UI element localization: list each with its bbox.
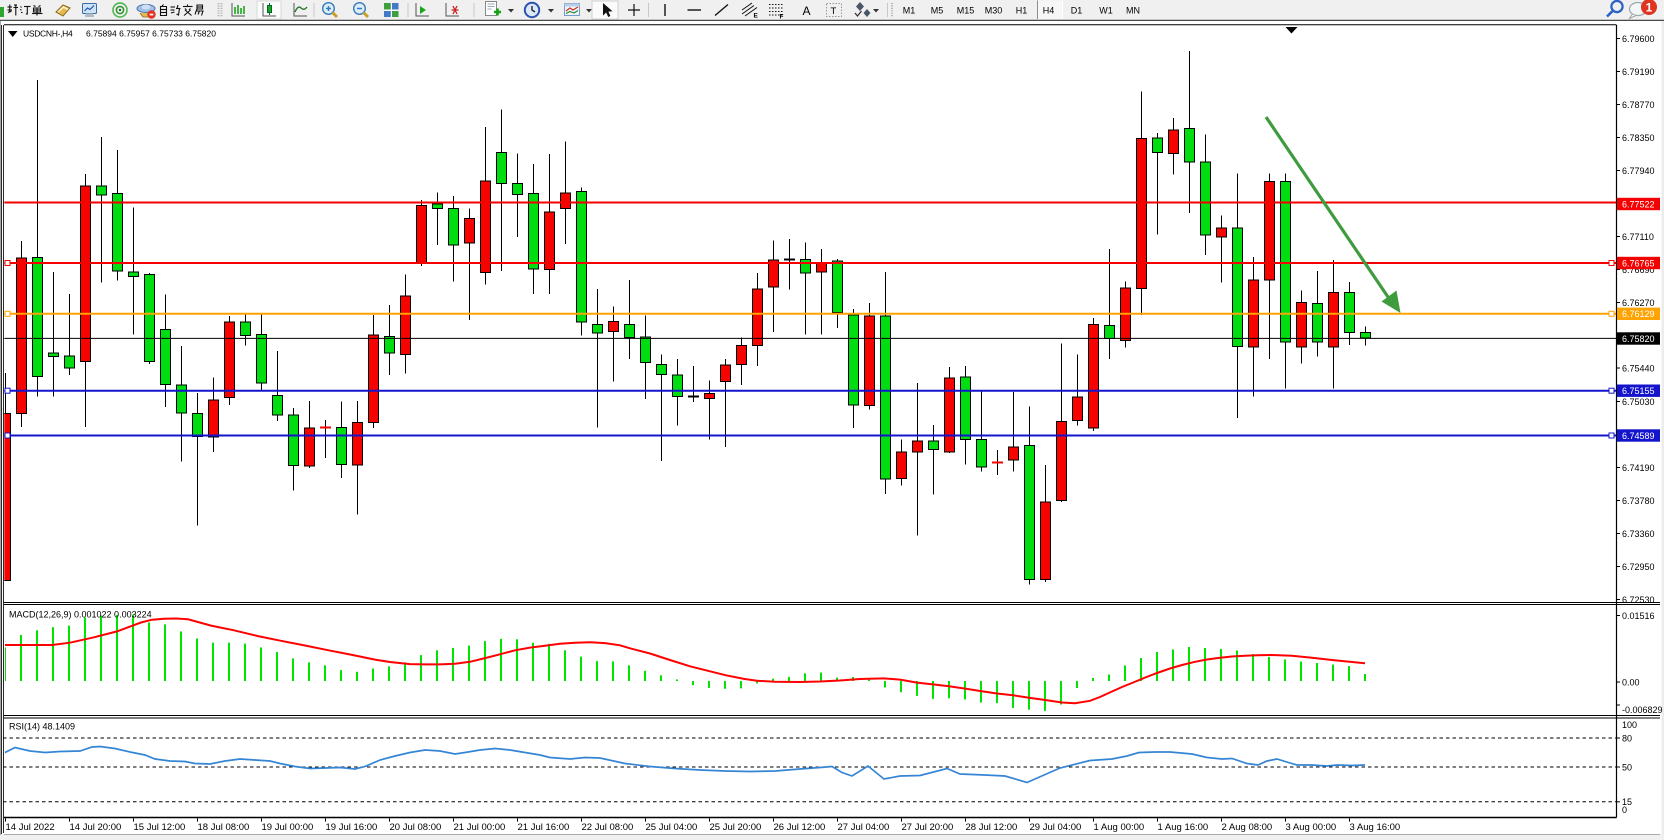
svg-text:6.76765: 6.76765 [1622,258,1655,268]
svg-text:18 Jul 08:00: 18 Jul 08:00 [198,822,250,833]
svg-text:27 Jul 04:00: 27 Jul 04:00 [838,822,890,833]
svg-text:6.76129: 6.76129 [1622,309,1655,319]
svg-text:6.75820: 6.75820 [1622,334,1655,344]
svg-text:6.75894 6.75957 6.75733 6.7582: 6.75894 6.75957 6.75733 6.75820 [86,29,216,39]
svg-text:MACD(12,26,9) 0.001022 0.00322: MACD(12,26,9) 0.001022 0.003224 [9,610,152,620]
svg-text:W1: W1 [1099,6,1113,16]
svg-text:6.77522: 6.77522 [1622,199,1655,209]
svg-text:6.77940: 6.77940 [1622,166,1655,176]
svg-text:6.76270: 6.76270 [1622,298,1655,308]
svg-text:14 Jul 2022: 14 Jul 2022 [6,822,55,833]
svg-text:H4: H4 [1043,6,1055,16]
svg-text:E: E [754,13,759,20]
svg-text:14 Jul 20:00: 14 Jul 20:00 [70,822,122,833]
svg-text:6.75030: 6.75030 [1622,397,1655,407]
svg-text:6.73360: 6.73360 [1622,529,1655,539]
svg-text:6.73780: 6.73780 [1622,496,1655,506]
svg-text:6.79190: 6.79190 [1622,67,1655,77]
svg-text:1 Aug 00:00: 1 Aug 00:00 [1094,822,1145,833]
svg-text:A: A [802,4,810,18]
svg-text:50: 50 [1622,762,1632,772]
svg-text:0.00: 0.00 [1622,677,1640,687]
svg-text:15 Jul 12:00: 15 Jul 12:00 [134,822,186,833]
svg-text:6.74190: 6.74190 [1622,463,1655,473]
svg-text:19 Jul 00:00: 19 Jul 00:00 [262,822,314,833]
svg-text:0.01516: 0.01516 [1622,611,1655,621]
svg-text:1: 1 [1646,1,1653,15]
svg-text:6.78770: 6.78770 [1622,100,1655,110]
svg-text:25 Jul 04:00: 25 Jul 04:00 [646,822,698,833]
svg-text:D1: D1 [1071,6,1083,16]
svg-text:80: 80 [1622,733,1632,743]
svg-text:6.75155: 6.75155 [1622,386,1655,396]
svg-text:M15: M15 [957,6,975,16]
svg-text:6.72530: 6.72530 [1622,595,1655,605]
svg-text:6.74589: 6.74589 [1622,431,1655,441]
svg-text:USDCNH-,H4: USDCNH-,H4 [23,29,73,39]
svg-text:M5: M5 [931,6,944,16]
svg-text:27 Jul 20:00: 27 Jul 20:00 [902,822,954,833]
svg-text:RSI(14) 48.1409: RSI(14) 48.1409 [9,722,75,732]
svg-text:2 Aug 08:00: 2 Aug 08:00 [1222,822,1273,833]
svg-text:6.78350: 6.78350 [1622,133,1655,143]
svg-text:21 Jul 16:00: 21 Jul 16:00 [518,822,570,833]
svg-text:6.72950: 6.72950 [1622,562,1655,572]
svg-text:20 Jul 08:00: 20 Jul 08:00 [390,822,442,833]
svg-text:1 Aug 16:00: 1 Aug 16:00 [1158,822,1209,833]
svg-text:6.79600: 6.79600 [1622,34,1655,44]
svg-text:6.75440: 6.75440 [1622,363,1655,373]
svg-text:3 Aug 16:00: 3 Aug 16:00 [1350,822,1401,833]
svg-text:25 Jul 20:00: 25 Jul 20:00 [710,822,762,833]
svg-text:22 Jul 08:00: 22 Jul 08:00 [582,822,634,833]
svg-text:MN: MN [1126,6,1140,16]
svg-text:6.76690: 6.76690 [1622,265,1655,275]
svg-text:26 Jul 12:00: 26 Jul 12:00 [774,822,826,833]
svg-text:M1: M1 [903,6,916,16]
svg-text:6.77110: 6.77110 [1622,232,1654,242]
svg-text:-0.006829: -0.006829 [1622,705,1663,715]
svg-text:29 Jul 04:00: 29 Jul 04:00 [1030,822,1082,833]
svg-text:T: T [831,6,837,17]
svg-text:19 Jul 16:00: 19 Jul 16:00 [326,822,378,833]
svg-text:0: 0 [1622,805,1627,815]
svg-text:M30: M30 [985,6,1003,16]
svg-text:F: F [780,14,784,21]
svg-text:28 Jul 12:00: 28 Jul 12:00 [966,822,1018,833]
svg-text:H1: H1 [1016,6,1028,16]
svg-text:100: 100 [1622,720,1637,730]
svg-text:15: 15 [1622,797,1632,807]
svg-text:3 Aug 00:00: 3 Aug 00:00 [1286,822,1337,833]
svg-text:21 Jul 00:00: 21 Jul 00:00 [454,822,506,833]
